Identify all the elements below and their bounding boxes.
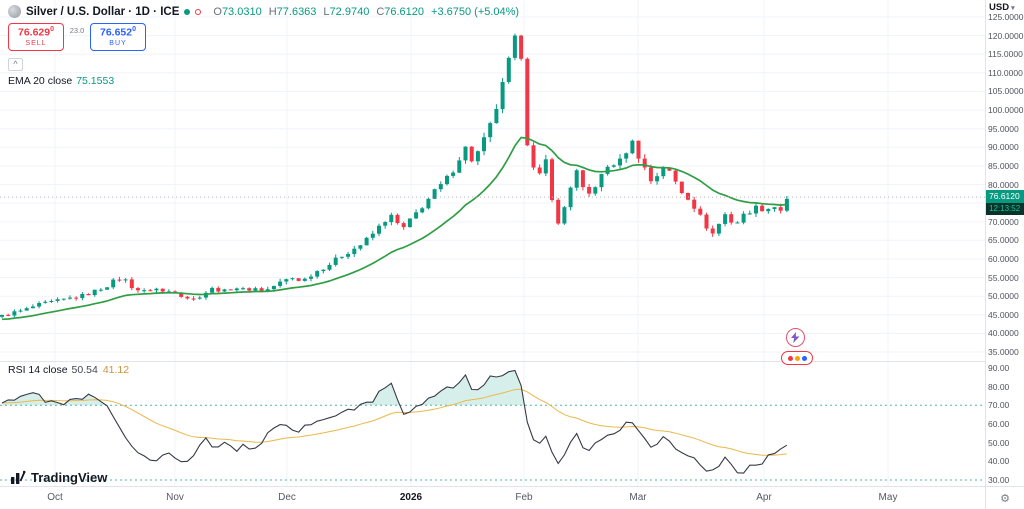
axis-price-label: 105.0000 bbox=[988, 86, 1024, 97]
boost-button[interactable] bbox=[786, 328, 805, 347]
lightning-icon bbox=[791, 332, 800, 343]
collapse-indicators-button[interactable]: ^ bbox=[8, 57, 23, 71]
sell-price: 76.629 bbox=[17, 26, 51, 39]
reaction-dot-red bbox=[787, 355, 793, 361]
buy-price-sup: 0 bbox=[132, 26, 137, 33]
axis-settings-corner[interactable]: ⚙ bbox=[985, 486, 1024, 509]
symbol-title[interactable]: Silver / U.S. Dollar · 1D · ICE bbox=[26, 5, 180, 18]
reaction-dot-yellow bbox=[794, 355, 800, 361]
time-axis-label: Oct bbox=[47, 492, 63, 503]
ohlc-readout: O73.0310 H77.6363 L72.9740 C76.6120 +3.6… bbox=[206, 6, 519, 18]
tradingview-logo[interactable]: TradingView bbox=[10, 469, 107, 485]
axis-price-label: 115.0000 bbox=[988, 49, 1023, 60]
axis-price-label: 80.00 bbox=[988, 381, 1010, 392]
axis-price-label: 80.0000 bbox=[988, 179, 1019, 190]
axis-price-label: 60.0000 bbox=[988, 253, 1019, 264]
axis-price-label: 90.0000 bbox=[988, 142, 1019, 153]
axis-price-label: 70.00 bbox=[988, 400, 1010, 411]
alert-status-dot bbox=[195, 8, 202, 15]
axis-price-label: 70.0000 bbox=[988, 216, 1019, 227]
buy-price: 76.652 bbox=[99, 26, 133, 39]
ema-label: EMA 20 close bbox=[8, 74, 73, 87]
symbol-logo[interactable] bbox=[8, 5, 21, 18]
currency-label: USD bbox=[989, 2, 1010, 13]
ema-legend[interactable]: EMA 20 close 75.1553 bbox=[8, 75, 519, 87]
ema-value: 75.1553 bbox=[76, 74, 115, 87]
axis-price-label: 30.00 bbox=[988, 475, 1010, 485]
rsi-value: 50.54 bbox=[71, 364, 98, 376]
reactions-bubble[interactable] bbox=[781, 351, 813, 365]
axis-price-label: 45.0000 bbox=[988, 309, 1019, 320]
time-axis-label: Nov bbox=[166, 492, 184, 503]
market-status-dot bbox=[184, 8, 191, 15]
axis-price-label: 85.0000 bbox=[988, 160, 1019, 171]
chart-area[interactable]: Silver / U.S. Dollar · 1D · ICE O73.0310… bbox=[0, 0, 985, 486]
time-axis-label: Mar bbox=[629, 492, 647, 503]
axis-price-label: 65.0000 bbox=[988, 235, 1019, 246]
ema-line bbox=[1, 136, 787, 321]
rsi-label: RSI 14 close bbox=[8, 364, 68, 376]
axis-price-label: 50.00 bbox=[988, 437, 1010, 448]
axis-price-label: 110.0000 bbox=[988, 67, 1023, 78]
axis-price-label: 95.0000 bbox=[988, 123, 1019, 134]
axis-price-label: 120.0000 bbox=[988, 30, 1024, 41]
last-price-tag: 76.6120 bbox=[986, 190, 1024, 203]
rsi-overbought-fill bbox=[2, 370, 787, 406]
buy-button[interactable]: 76.6520 BUY bbox=[90, 23, 146, 51]
low-value: 72.9740 bbox=[329, 5, 370, 18]
low-label: L bbox=[323, 5, 330, 18]
currency-selector[interactable]: USD ▾ bbox=[989, 2, 1015, 13]
gear-icon[interactable]: ⚙ bbox=[1000, 492, 1010, 505]
chart-legend: Silver / U.S. Dollar · 1D · ICE O73.0310… bbox=[8, 5, 519, 87]
sell-button[interactable]: 76.6290 SELL bbox=[8, 23, 64, 51]
axis-price-label: 40.00 bbox=[988, 456, 1010, 467]
change-value: +3.6750 (+5.04%) bbox=[431, 5, 520, 18]
rsi-legend[interactable]: RSI 14 close 50.54 41.12 bbox=[8, 364, 129, 376]
high-label: H bbox=[268, 5, 277, 18]
spread-value: 23.0 bbox=[69, 26, 85, 35]
tradingview-logo-text: TradingView bbox=[31, 469, 108, 485]
high-value: 77.6363 bbox=[276, 5, 317, 18]
axis-price-label: 90.00 bbox=[988, 363, 1010, 373]
open-label: O bbox=[213, 5, 222, 18]
axis-price-label: 50.0000 bbox=[988, 291, 1019, 302]
tradingview-logo-icon bbox=[11, 470, 26, 484]
rsi-line bbox=[1, 369, 788, 474]
axis-price-label: 100.0000 bbox=[988, 105, 1024, 116]
rsi-ma-value: 41.12 bbox=[102, 364, 130, 376]
time-axis-label: Feb bbox=[515, 492, 533, 503]
chevron-down-icon: ▾ bbox=[1011, 4, 1015, 12]
time-axis-label: 2026 bbox=[399, 492, 423, 503]
bar-countdown: 12:13:52 bbox=[986, 203, 1024, 215]
sell-price-sup: 0 bbox=[50, 26, 55, 33]
sell-label: SELL bbox=[25, 39, 47, 47]
symbol-row: Silver / U.S. Dollar · 1D · ICE O73.0310… bbox=[8, 5, 519, 18]
axis-price-label: 55.0000 bbox=[988, 272, 1019, 283]
axis-price-label: 125.0000 bbox=[988, 12, 1024, 22]
trade-widget: 76.6290 SELL 23.0 76.6520 BUY bbox=[8, 23, 519, 51]
axis-price-label: 60.00 bbox=[988, 419, 1010, 429]
chart-canvas[interactable] bbox=[0, 0, 985, 486]
time-axis[interactable]: Oct Nov Dec 2026 Feb Mar Apr May bbox=[0, 486, 985, 509]
open-value: 73.0310 bbox=[221, 5, 262, 18]
time-axis-label: May bbox=[878, 492, 898, 503]
candlestick-series bbox=[0, 33, 789, 319]
time-axis-label: Dec bbox=[278, 492, 296, 503]
axis-price-label: 40.0000 bbox=[988, 328, 1019, 339]
reaction-dot-blue bbox=[801, 355, 807, 361]
close-label: C bbox=[376, 5, 385, 18]
price-axis[interactable]: USD ▾ 125.0000 120.0000 115.0000 110.0000 10… bbox=[985, 0, 1024, 486]
buy-label: BUY bbox=[109, 39, 127, 47]
axis-price-label: 35.0000 bbox=[988, 347, 1019, 357]
close-value: 76.6120 bbox=[384, 5, 425, 18]
rsi-ma-line bbox=[1, 388, 787, 456]
time-axis-label: Apr bbox=[756, 492, 772, 503]
